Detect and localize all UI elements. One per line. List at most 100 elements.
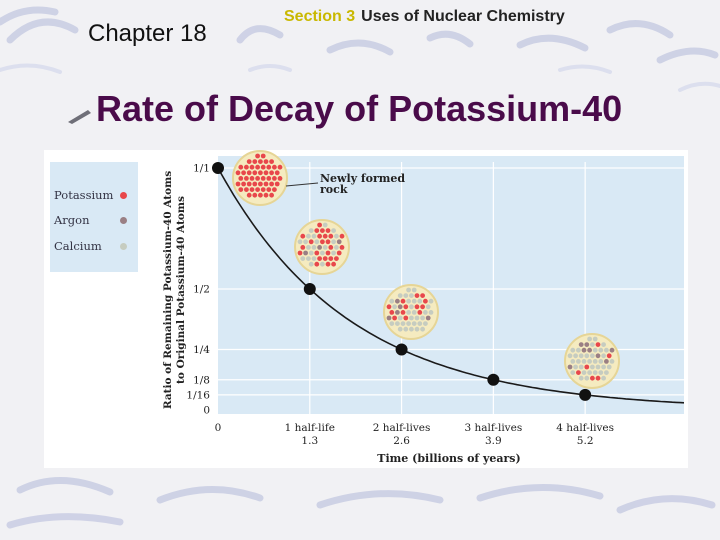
legend-dot-potassium (120, 192, 127, 199)
atom-dot (592, 347, 598, 353)
atom-dot (300, 256, 306, 261)
x-tick-label-4: 4 half-lives (556, 422, 614, 434)
atom-dot (400, 298, 406, 304)
atom-dot (258, 181, 263, 187)
y-axis-label-2: to Original Potassium-40 Atoms (175, 196, 187, 384)
atom-dot (336, 250, 342, 256)
atom-dot (272, 164, 277, 170)
atom-dot (263, 192, 269, 198)
atom-dot (567, 353, 573, 359)
atom-dot (328, 256, 334, 261)
atom-dot (322, 245, 328, 250)
atom-dot (573, 364, 578, 370)
atom-dot (238, 164, 244, 170)
atom-dot (314, 261, 320, 267)
atom-dot (260, 164, 266, 170)
atom-dot (266, 187, 272, 193)
atom-dot (409, 293, 414, 298)
atom-dot (328, 245, 334, 250)
atom-dot (260, 153, 266, 159)
atom-dot (417, 310, 423, 315)
data-point-0 (212, 162, 224, 174)
atom-dot (297, 239, 303, 245)
atom-dot (238, 187, 244, 193)
legend-label-calcium: Calcium (54, 239, 102, 253)
data-point-2 (395, 343, 408, 356)
section-title: Uses of Nuclear Chemistry (361, 8, 565, 25)
atom-dot (395, 321, 400, 326)
atom-dot (411, 321, 417, 326)
atom-dot (249, 164, 255, 170)
atom-dot (598, 370, 604, 375)
chapter-label: Chapter 18 (88, 20, 207, 47)
atom-dot (425, 315, 431, 321)
slide-title: Rate of Decay of Potassium-40 (96, 88, 623, 129)
atom-dot (269, 159, 274, 165)
atom-dot (386, 304, 392, 310)
atom-dot (303, 250, 308, 256)
atom-dot (320, 228, 325, 234)
x-tick-sublabel-3: 3.9 (485, 435, 502, 447)
atom-dot (306, 245, 311, 250)
y-tick-label-1: 1/2 (193, 284, 210, 296)
atom-dot (606, 364, 612, 370)
y-tick-label-5: 0 (203, 405, 210, 417)
atom-dot (308, 239, 314, 245)
atom-dot (578, 375, 584, 381)
atom-dot (595, 364, 601, 370)
atom-dot (592, 359, 598, 364)
atom-dot (258, 192, 263, 198)
atom-dot (570, 359, 576, 364)
atom-dot (414, 326, 420, 332)
atom-dot (389, 321, 395, 326)
atom-dot (598, 347, 604, 353)
atom-dot (269, 192, 274, 198)
x-tick-label-3: 3 half-lives (465, 422, 523, 434)
sample-circle-1 (294, 219, 350, 275)
atom-dot (406, 321, 411, 326)
atom-dot (244, 176, 249, 181)
y-tick-label-0: 1/1 (193, 163, 210, 175)
atom-dot (581, 347, 587, 353)
atom-dot (331, 239, 336, 245)
atom-dot (397, 326, 403, 332)
atom-dot (576, 347, 581, 353)
atom-dot (601, 353, 606, 359)
atom-dot (601, 364, 606, 370)
atom-dot (303, 239, 308, 245)
atom-dot (392, 304, 397, 310)
atom-dot (274, 170, 280, 176)
atom-dot (317, 233, 322, 239)
atom-dot (317, 245, 322, 250)
atom-dot (258, 170, 263, 176)
legend-dot-argon (120, 217, 127, 224)
sample-circle-3 (564, 333, 620, 389)
atom-dot (325, 239, 331, 245)
atom-dot (311, 233, 317, 239)
atom-dot (411, 298, 417, 304)
atom-dot (308, 250, 314, 256)
atom-dot (397, 293, 403, 298)
data-point-4 (579, 388, 592, 401)
atom-dot (336, 239, 342, 245)
x-tick-label-1: 1 half-life (285, 422, 335, 434)
atom-dot (277, 176, 283, 181)
section-header: Section 3 Uses of Nuclear Chemistry (284, 8, 565, 26)
atom-dot (246, 192, 252, 198)
atom-dot (592, 370, 598, 375)
atom-dot (428, 298, 434, 304)
atom-dot (590, 375, 595, 381)
atom-dot (255, 164, 260, 170)
annotation-line-1: Newly formed (320, 172, 405, 185)
atom-dot (244, 164, 249, 170)
y-tick-label-3: 1/8 (193, 374, 210, 386)
x-tick-sublabel-4: 5.2 (577, 435, 594, 447)
atom-dot (235, 181, 241, 187)
atom-dot (272, 187, 277, 193)
atom-dot (417, 321, 423, 326)
atom-dot (339, 233, 345, 239)
atom-dot (386, 315, 392, 321)
atom-dot (397, 315, 403, 321)
atom-dot (325, 261, 331, 267)
